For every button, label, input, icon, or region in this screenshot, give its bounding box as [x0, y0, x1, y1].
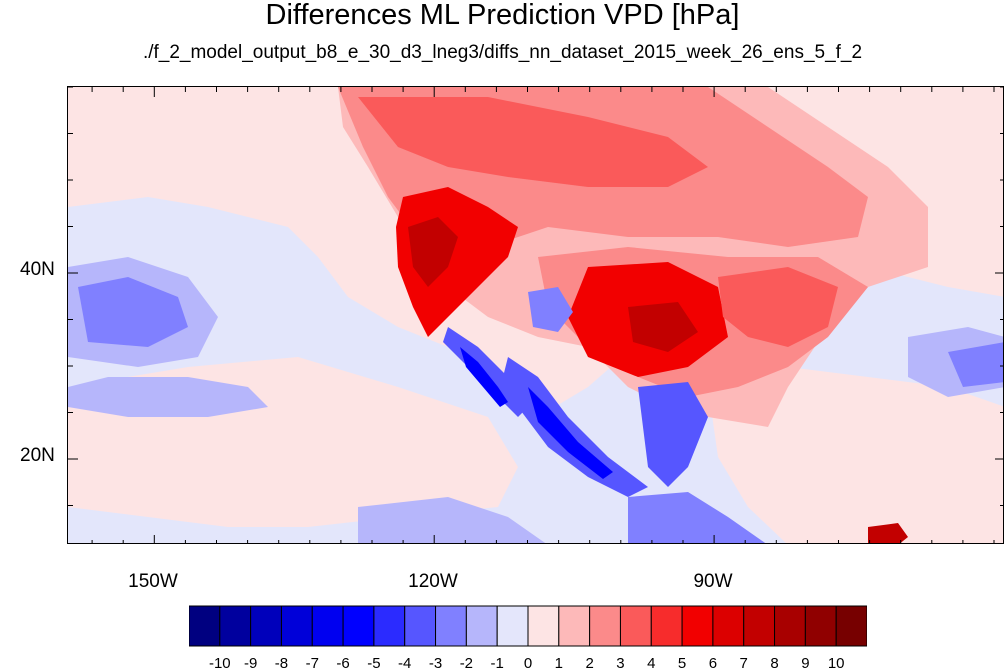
blue-central-america: [628, 492, 766, 543]
colorbar-box: [404, 605, 437, 647]
dark-red-plains: [628, 302, 698, 352]
colorbar-box: [804, 605, 837, 647]
red-core-southeast: [718, 267, 838, 347]
colorbar-box: [619, 605, 652, 647]
colorbar-tick-label: -9: [243, 655, 258, 672]
colorbar-tick-label: 8: [770, 655, 779, 672]
lat-label-40n: 40N: [20, 259, 55, 280]
colorbar-box: [589, 605, 621, 647]
figure-title: Differences ML Prediction VPD [hPa]: [265, 0, 740, 31]
colorbar-tick-label: 1: [554, 655, 563, 672]
colorbar-box: [311, 605, 344, 647]
colorbar-tick-label: 3: [616, 655, 625, 672]
colorbar-box: [250, 605, 282, 647]
colorbar-tick-label: -10: [208, 655, 231, 672]
colorbar-box: [558, 605, 591, 647]
colorbar-box: [189, 605, 221, 647]
colorbar-tick-label: -7: [305, 655, 319, 672]
colorbar-tick-label: -6: [336, 655, 350, 672]
colorbar-box: [496, 605, 529, 647]
red-core-canada: [358, 97, 708, 187]
colorbar-tick-label: 5: [677, 655, 687, 672]
blue-patch-far-west: [78, 277, 188, 347]
colorbar-box: [219, 605, 252, 647]
figure-subtitle: ./f_2_model_output_b8_e_30_d3_lneg3/diff…: [142, 42, 863, 63]
lon-label-120w: 120W: [408, 571, 458, 592]
colorbar: [189, 605, 867, 647]
lon-label-90w: 90W: [693, 571, 733, 592]
colorbar-box: [650, 605, 683, 647]
lat-label-20n: 20N: [20, 445, 55, 466]
colorbar-tick-label: 2: [585, 655, 594, 672]
axis-ticks: [68, 87, 1003, 543]
colorbar-tick-label: -5: [367, 655, 381, 672]
colorbar-box: [712, 605, 745, 647]
colorbar-tick-label: 7: [739, 655, 748, 672]
colorbar-tick-label: -8: [274, 655, 289, 672]
blue-patch-east: [948, 342, 1003, 387]
vpd-difference-map: [68, 87, 1003, 543]
blue-gulf-patch: [638, 382, 708, 487]
pink-band-gulf-atlantic: [708, 367, 1003, 543]
colorbar-tick-label: 10: [827, 655, 845, 672]
deep-blue-mexico: [528, 387, 613, 479]
colorbar-box: [774, 605, 806, 647]
colorbar-box: [835, 605, 867, 647]
deep-blue-baja: [460, 347, 508, 407]
colorbar-tick-label: 6: [708, 655, 718, 672]
colorbar-tick-label: -4: [398, 655, 412, 672]
colorbar-box: [527, 605, 560, 647]
red-caribbean-spot: [868, 523, 908, 543]
light-blue-patch-south: [358, 497, 546, 543]
lon-label-150w: 150W: [128, 571, 178, 592]
colorbar-box: [280, 605, 313, 647]
colorbar-tick-label: -2: [459, 655, 474, 672]
colorbar-box: [373, 605, 406, 647]
map-panel: [67, 86, 1004, 544]
colorbar-box: [465, 605, 498, 647]
colorbar-box: [435, 605, 467, 647]
dark-red-west-coast: [408, 217, 458, 287]
light-blue-patch-central-pacific: [68, 377, 268, 417]
colorbar-tick-label: -3: [428, 655, 443, 672]
colorbar-box: [342, 605, 375, 647]
colorbar-box: [743, 605, 776, 647]
colorbar-tick-label: 0: [523, 655, 533, 672]
colorbar-tick-label: 9: [801, 655, 810, 672]
colorbar-tick-label: 4: [647, 655, 656, 672]
colorbar-box: [681, 605, 714, 647]
colorbar-tick-label: -1: [490, 655, 504, 672]
blue-band-mexico: [503, 357, 648, 497]
blue-four-corners: [528, 287, 573, 332]
